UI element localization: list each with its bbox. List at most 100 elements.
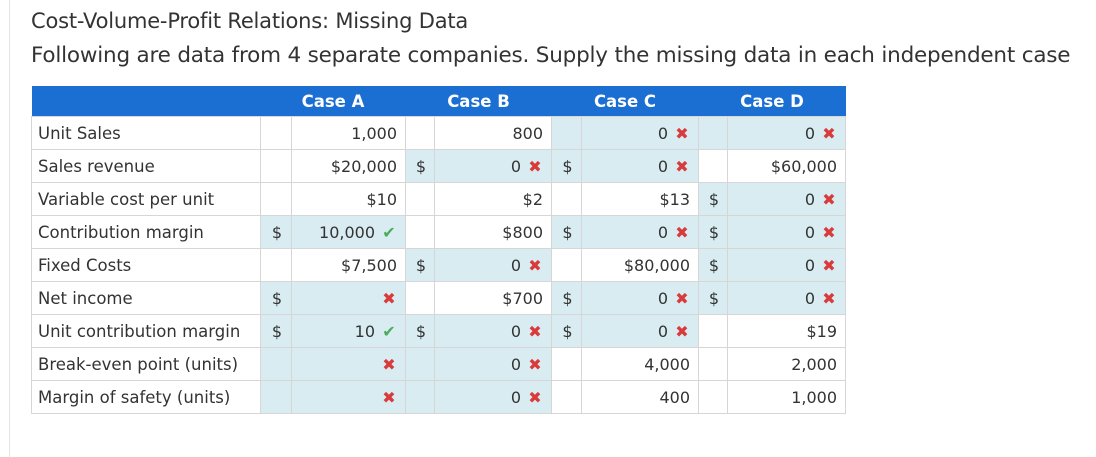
cell-value: 2,000 <box>791 354 837 374</box>
currency-symbol <box>405 347 435 381</box>
cell-value: 0 <box>804 255 815 275</box>
table-row: Unit Sales 1,000 800 0 ✖ 0 ✖ <box>31 116 846 150</box>
cell-value: $80,000 <box>623 255 690 275</box>
currency-symbol <box>405 215 435 249</box>
cell-value: 800 <box>512 123 543 143</box>
cell-value: $10 <box>366 189 397 209</box>
currency-symbol: $ <box>698 182 728 216</box>
given-value-cell: $10 <box>291 182 406 216</box>
currency-symbol: $ <box>551 281 582 315</box>
answer-input-cell[interactable]: ✖ <box>291 380 406 414</box>
answer-input-cell[interactable]: 0 ✖ <box>581 149 699 183</box>
header-case-a: Case A <box>260 86 406 117</box>
currency-symbol <box>551 380 582 414</box>
cell-value: 0 <box>657 321 668 341</box>
incorrect-x-icon: ✖ <box>822 288 836 308</box>
cvp-table: Case A Case B Case C Case D Unit Sales 1,… <box>31 86 846 414</box>
given-value-cell: $60,000 <box>727 149 846 183</box>
currency-symbol <box>551 347 582 381</box>
answer-input-cell[interactable]: 0 ✖ <box>434 149 552 183</box>
incorrect-x-icon: ✖ <box>382 387 396 407</box>
currency-symbol: $ <box>698 281 728 315</box>
answer-input-cell[interactable]: 10,000 ✔ <box>291 215 406 249</box>
currency-symbol: $ <box>551 314 582 348</box>
incorrect-x-icon: ✖ <box>382 288 396 308</box>
given-value-cell: $20,000 <box>291 149 406 183</box>
answer-input-cell[interactable]: 0 ✖ <box>727 281 846 315</box>
cell-value: $13 <box>659 189 690 209</box>
cell-value: $19 <box>806 321 837 341</box>
answer-input-cell[interactable]: 0 ✖ <box>581 215 699 249</box>
cell-value: 0 <box>804 222 815 242</box>
answer-input-cell[interactable]: 0 ✖ <box>434 347 552 381</box>
currency-symbol: $ <box>551 149 582 183</box>
currency-symbol <box>551 182 582 216</box>
currency-symbol: $ <box>698 215 728 249</box>
answer-input-cell[interactable]: 0 ✖ <box>434 380 552 414</box>
correct-check-icon: ✔ <box>382 222 396 242</box>
incorrect-x-icon: ✖ <box>822 222 836 242</box>
currency-symbol <box>405 116 435 150</box>
answer-input-cell[interactable]: 0 ✖ <box>727 215 846 249</box>
currency-symbol <box>698 149 728 183</box>
given-value-cell: 800 <box>434 116 552 150</box>
row-label: Contribution margin <box>31 215 261 249</box>
table-row: Break-even point (units) ✖ 0 ✖ 4,000 2,000 <box>31 347 846 381</box>
currency-symbol <box>698 380 728 414</box>
cell-value: $700 <box>502 288 543 308</box>
cell-value: 0 <box>804 123 815 143</box>
currency-symbol <box>260 347 292 381</box>
cell-value: 10,000 <box>319 222 375 242</box>
incorrect-x-icon: ✖ <box>675 156 689 176</box>
instructions-text: Following are data from 4 separate compa… <box>31 43 1071 68</box>
table-row: Fixed Costs $7,500 $0 ✖ $80,000 $0 ✖ <box>31 248 846 282</box>
answer-input-cell[interactable]: 0 ✖ <box>727 182 846 216</box>
currency-symbol: $ <box>260 314 292 348</box>
currency-symbol <box>405 281 435 315</box>
given-value-cell: 400 <box>581 380 699 414</box>
incorrect-x-icon: ✖ <box>822 189 836 209</box>
answer-input-cell[interactable]: ✖ <box>291 281 406 315</box>
header-row: Case A Case B Case C Case D <box>31 86 846 117</box>
answer-input-cell[interactable]: 0 ✖ <box>727 248 846 282</box>
currency-symbol <box>551 116 582 150</box>
answer-input-cell[interactable]: 0 ✖ <box>581 116 699 150</box>
cell-value: 400 <box>659 387 690 407</box>
answer-input-cell[interactable]: ✖ <box>291 347 406 381</box>
table-row: Unit contribution margin $10 ✔ $0 ✖ $0 ✖ $19 <box>31 314 846 348</box>
currency-symbol: $ <box>551 215 582 249</box>
given-value-cell: 1,000 <box>291 116 406 150</box>
incorrect-x-icon: ✖ <box>675 123 689 143</box>
currency-symbol: $ <box>405 314 435 348</box>
incorrect-x-icon: ✖ <box>528 387 542 407</box>
incorrect-x-icon: ✖ <box>382 354 396 374</box>
answer-input-cell[interactable]: 0 ✖ <box>581 281 699 315</box>
row-label: Unit contribution margin <box>31 314 261 348</box>
cell-value: 0 <box>510 387 521 407</box>
given-value-cell: $19 <box>727 314 846 348</box>
cell-value: 1,000 <box>791 387 837 407</box>
answer-input-cell[interactable]: 0 ✖ <box>434 248 552 282</box>
currency-symbol: $ <box>405 248 435 282</box>
currency-symbol <box>698 314 728 348</box>
incorrect-x-icon: ✖ <box>528 354 542 374</box>
currency-symbol <box>260 182 292 216</box>
left-border-line <box>9 0 10 457</box>
incorrect-x-icon: ✖ <box>675 321 689 341</box>
cell-value: 0 <box>657 156 668 176</box>
answer-input-cell[interactable]: 10 ✔ <box>291 314 406 348</box>
answer-input-cell[interactable]: 0 ✖ <box>581 314 699 348</box>
incorrect-x-icon: ✖ <box>528 156 542 176</box>
row-label: Margin of safety (units) <box>31 380 261 414</box>
cell-value: 4,000 <box>644 354 690 374</box>
currency-symbol <box>698 347 728 381</box>
answer-input-cell[interactable]: 0 ✖ <box>727 116 846 150</box>
cell-value: 0 <box>804 189 815 209</box>
cell-value: 0 <box>804 288 815 308</box>
answer-input-cell[interactable]: 0 ✖ <box>434 314 552 348</box>
header-case-c: Case C <box>551 86 699 117</box>
incorrect-x-icon: ✖ <box>822 123 836 143</box>
table-row: Margin of safety (units) ✖ 0 ✖ 400 1,000 <box>31 380 846 414</box>
currency-symbol <box>260 248 292 282</box>
row-label: Unit Sales <box>31 116 261 150</box>
